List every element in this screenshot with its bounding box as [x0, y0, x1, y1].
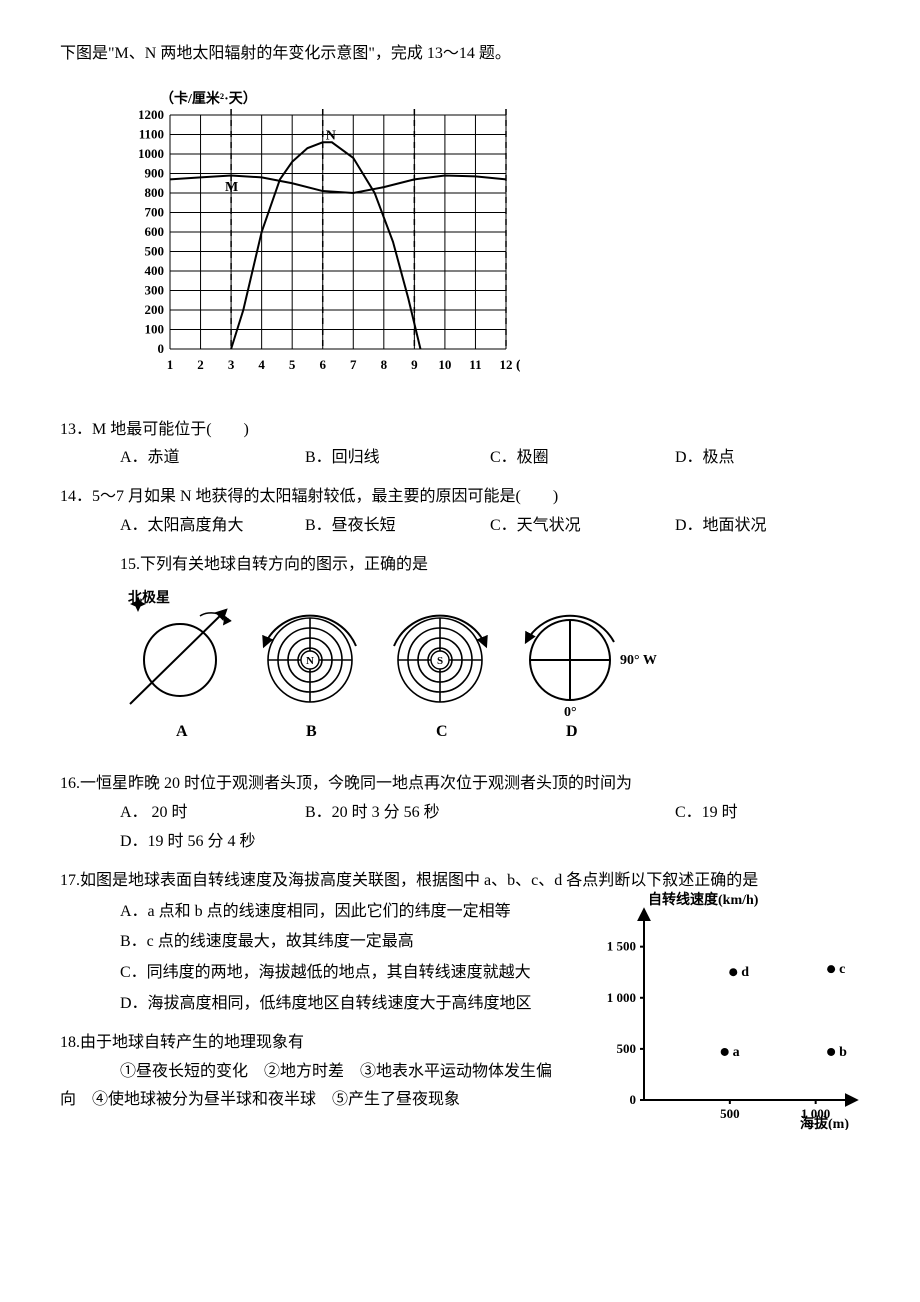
- svg-text:4: 4: [258, 357, 265, 372]
- svg-text:800: 800: [145, 185, 165, 200]
- svg-text:6: 6: [319, 357, 326, 372]
- q14-opt-d: D．地面状况: [675, 512, 860, 541]
- q14-opt-a: A．太阳高度角大: [120, 512, 305, 541]
- svg-text:c: c: [839, 962, 845, 977]
- svg-text:0: 0: [630, 1092, 637, 1107]
- svg-text:S: S: [437, 655, 443, 667]
- q15-diagrams: 北极星ANNBSC90° W0°D: [110, 588, 860, 759]
- svg-text:600: 600: [145, 224, 165, 239]
- q17-scatter: 自转线速度(km/h)海拔(m)05001 0001 5005001 000ab…: [600, 890, 860, 1141]
- svg-text:1: 1: [167, 357, 174, 372]
- svg-text:0°: 0°: [564, 705, 577, 720]
- svg-text:12: 12: [500, 357, 513, 372]
- svg-text:M: M: [225, 180, 238, 195]
- q16-opt-c: C．19 时: [675, 799, 860, 828]
- q15-stem: 15.下列有关地球自转方向的图示，正确的是: [60, 551, 860, 580]
- svg-text:自转线速度(km/h): 自转线速度(km/h): [648, 891, 759, 908]
- svg-text:N: N: [306, 655, 314, 667]
- svg-text:9: 9: [411, 357, 418, 372]
- q16-opt-a: A． 20 时: [120, 799, 305, 828]
- svg-text:400: 400: [145, 263, 165, 278]
- q13-opt-b: B．回归线: [305, 444, 490, 473]
- svg-text:C: C: [436, 723, 448, 740]
- svg-text:7: 7: [350, 357, 357, 372]
- q13-opt-a: A．赤道: [120, 444, 305, 473]
- svg-text:b: b: [839, 1045, 847, 1060]
- q14-opt-c: C．天气状况: [490, 512, 675, 541]
- q16-opt-d: D．19 时 56 分 4 秒: [120, 828, 860, 857]
- q14-opt-b: B．昼夜长短: [305, 512, 490, 541]
- svg-text:a: a: [733, 1045, 740, 1060]
- svg-text:A: A: [176, 723, 188, 740]
- svg-text:d: d: [741, 965, 749, 980]
- svg-text:0: 0: [158, 341, 165, 356]
- svg-text:北极星: 北极星: [128, 589, 170, 606]
- chart-mn: （卡/厘米²·天） 0 100 200 300 400 500 600 700 800 900 100…: [120, 89, 520, 390]
- q14-stem: 14．5～7 月如果 N 地获得的太阳辐射较低，最主要的原因可能是( ): [60, 483, 860, 512]
- svg-text:(月): (月): [516, 357, 520, 373]
- q17-opt-c: C．同纬度的两地，海拔越低的地点，其自转线速度就越大: [60, 959, 584, 988]
- svg-text:900: 900: [145, 165, 165, 180]
- q17-opt-d: D．海拔高度相同，低纬度地区自转线速度大于高纬度地区: [60, 990, 584, 1019]
- svg-text:500: 500: [720, 1106, 740, 1121]
- svg-text:B: B: [306, 723, 317, 740]
- svg-text:D: D: [566, 723, 578, 740]
- q18-line2: 向 ④使地球被分为昼半球和夜半球 ⑤产生了昼夜现象: [60, 1086, 584, 1115]
- svg-text:N: N: [326, 128, 336, 143]
- q13-options: A．赤道 B．回归线 C．极圈 D．极点: [60, 444, 860, 473]
- q17-opt-b: B．c 点的线速度最大，故其纬度一定最高: [60, 928, 584, 957]
- intro-13-14: 下图是"M、N 两地太阳辐射的年变化示意图"，完成 13～14 题。: [60, 40, 860, 69]
- svg-text:1 000: 1 000: [607, 989, 636, 1004]
- svg-text:500: 500: [145, 243, 165, 258]
- q16-opt-b: B．20 时 3 分 56 秒: [305, 799, 675, 828]
- svg-text:1200: 1200: [138, 107, 164, 122]
- q17-opt-a: A．a 点和 b 点的线速度相同，因此它们的纬度一定相等: [60, 898, 584, 927]
- q18-stem: 18.由于地球自转产生的地理现象有: [60, 1029, 584, 1058]
- svg-text:100: 100: [145, 321, 165, 336]
- q13-stem: 13．M 地最可能位于( ): [60, 416, 860, 445]
- svg-text:300: 300: [145, 282, 165, 297]
- svg-text:700: 700: [145, 204, 165, 219]
- svg-text:200: 200: [145, 302, 165, 317]
- svg-text:3: 3: [228, 357, 235, 372]
- svg-text:10: 10: [438, 357, 451, 372]
- svg-text:（卡/厘米²·天）: （卡/厘米²·天）: [160, 90, 257, 107]
- q13-opt-c: C．极圈: [490, 444, 675, 473]
- q16-stem: 16.一恒星昨晚 20 时位于观测者头顶，今晚同一地点再次位于观测者头顶的时间为: [60, 770, 860, 799]
- svg-text:1 000: 1 000: [801, 1106, 830, 1121]
- q13-opt-d: D．极点: [675, 444, 860, 473]
- svg-text:90° W: 90° W: [620, 653, 657, 668]
- svg-text:8: 8: [381, 357, 388, 372]
- svg-text:500: 500: [617, 1040, 637, 1055]
- svg-text:1 500: 1 500: [607, 938, 636, 953]
- svg-text:5: 5: [289, 357, 296, 372]
- q16-options: A． 20 时 B．20 时 3 分 56 秒 C．19 时 D．19 时 56…: [60, 799, 860, 857]
- q14-options: A．太阳高度角大 B．昼夜长短 C．天气状况 D．地面状况: [60, 512, 860, 541]
- svg-text:11: 11: [469, 357, 481, 372]
- svg-text:1100: 1100: [139, 126, 164, 141]
- svg-text:1000: 1000: [138, 146, 164, 161]
- q18-line1: ①昼夜长短的变化 ②地方时差 ③地表水平运动物体发生偏: [60, 1058, 584, 1087]
- svg-text:2: 2: [197, 357, 204, 372]
